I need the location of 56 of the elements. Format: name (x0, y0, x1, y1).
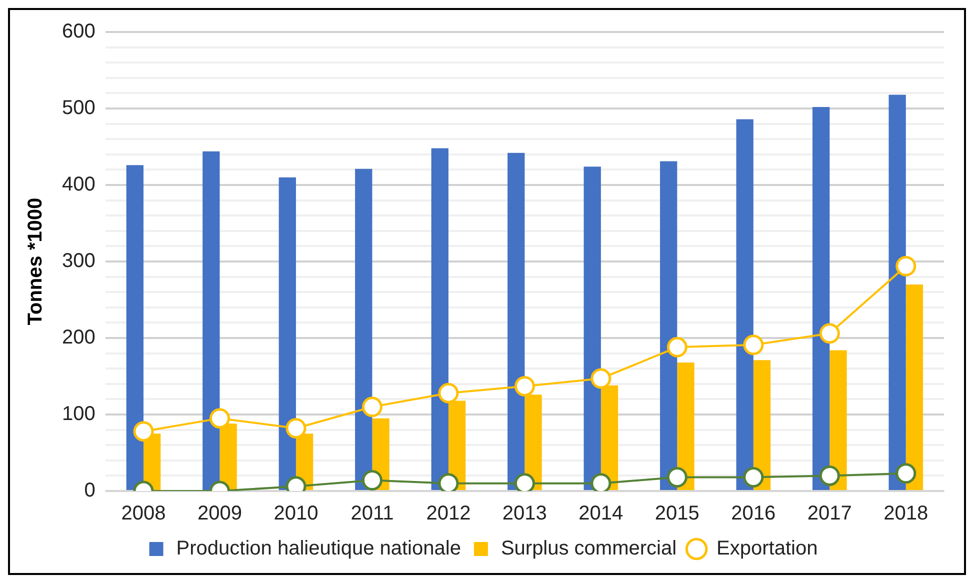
point (362, 396, 382, 418)
x-tick-label: 2017 (807, 502, 852, 525)
point (743, 334, 764, 356)
bar (660, 161, 678, 490)
bar (508, 152, 525, 490)
point (438, 382, 459, 404)
point (896, 256, 916, 276)
y-tick-label: 300 (62, 250, 96, 272)
y-tick-label: 200 (62, 326, 96, 349)
point (819, 465, 840, 486)
x-tick-label: 2008 (121, 502, 166, 525)
bar (753, 360, 771, 490)
x-tick-label: 2015 (654, 502, 700, 525)
point (514, 473, 535, 491)
point (743, 466, 764, 488)
bar (736, 119, 754, 490)
bar (677, 362, 694, 490)
point (666, 466, 688, 488)
x-tick-label: 2018 (884, 502, 928, 525)
bar (355, 168, 372, 490)
x-tick-label: 2010 (274, 502, 318, 525)
bar (812, 106, 830, 490)
legend-label: Production halieutique nationale (176, 538, 461, 560)
x-tick-label: 2011 (350, 502, 394, 525)
bar (278, 177, 296, 490)
y-tick-label: 100 (62, 403, 96, 426)
bar (888, 94, 906, 490)
y-tick-label: 600 (62, 20, 96, 43)
y-axis-title: Tonnes *1000 (24, 198, 47, 326)
x-tick-label: 2016 (731, 502, 776, 525)
bar (431, 148, 448, 490)
bar (126, 165, 144, 490)
point (438, 473, 459, 491)
x-tick-label: 2009 (197, 502, 242, 525)
point (590, 473, 612, 491)
point (209, 408, 230, 429)
point (666, 336, 688, 358)
x-tick-label: 2013 (502, 502, 547, 525)
bar (584, 166, 601, 490)
point (590, 368, 612, 389)
y-tick-label: 500 (62, 97, 96, 120)
point (819, 323, 840, 344)
point (286, 418, 306, 439)
legend-label: Exportation (716, 538, 818, 560)
bar (202, 151, 220, 490)
point (514, 376, 535, 396)
bar (830, 350, 847, 490)
legend-label: Surplus commercial (500, 538, 677, 560)
point (133, 421, 154, 442)
x-tick-label: 2014 (578, 502, 624, 525)
x-tick-label: 2012 (426, 502, 471, 525)
y-tick-label: 0 (84, 480, 96, 502)
bar (906, 284, 924, 490)
y-tick-label: 400 (62, 174, 96, 196)
point (362, 470, 382, 491)
point (896, 463, 916, 484)
